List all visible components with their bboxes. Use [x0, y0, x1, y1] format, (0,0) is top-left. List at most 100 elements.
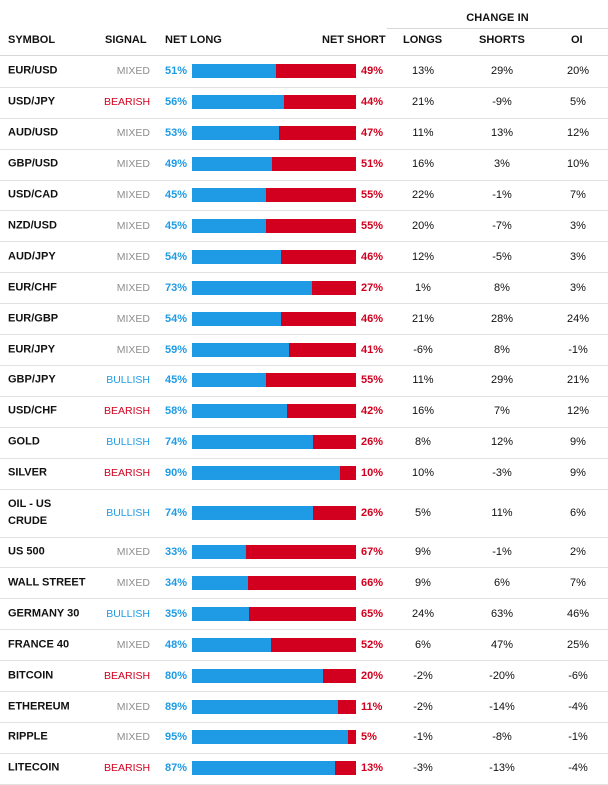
net-long-bar	[192, 95, 284, 110]
symbol-cell[interactable]: OIL - US CRUDE	[8, 497, 52, 527]
net-long-bar	[192, 761, 335, 776]
symbol-cell[interactable]: BITCOIN	[8, 669, 54, 682]
table-row[interactable]: EUR/GBP MIXED 54% 46% 21% 28% 24%	[0, 303, 608, 336]
symbol-cell[interactable]: EUR/USD	[8, 64, 58, 77]
net-long-value: 54%	[165, 312, 188, 325]
shorts-change: 8%	[494, 281, 510, 294]
longs-change: -3%	[413, 762, 433, 775]
longs-change: 5%	[415, 506, 431, 519]
signal-cell: MIXED	[116, 158, 150, 171]
table-row[interactable]: EUR/CHF MIXED 73% 27% 1% 8% 3%	[0, 272, 608, 305]
shorts-change: 28%	[490, 312, 514, 325]
symbol-cell[interactable]: GERMANY 30	[8, 607, 80, 620]
table-row[interactable]: SILVER BEARISH 90% 10% 10% -3% 9%	[0, 458, 608, 490]
table-row[interactable]: USD/CAD MIXED 45% 55% 22% -1% 7%	[0, 180, 608, 212]
symbol-cell[interactable]: EUR/GBP	[8, 312, 59, 325]
table-row[interactable]: ETHEREUM MIXED 89% 11% -2% -14% -4%	[0, 691, 608, 723]
longs-change: 11%	[412, 374, 434, 387]
table-row[interactable]: AUD/JPY MIXED 54% 46% 12% -5% 3%	[0, 241, 608, 274]
shorts-change: 29%	[490, 65, 514, 78]
net-short-value: 20%	[361, 669, 384, 682]
header-oi[interactable]: OI	[571, 34, 583, 46]
net-short-value: 52%	[361, 638, 384, 651]
net-long-value: 34%	[165, 576, 188, 589]
header-shorts[interactable]: SHORTS	[479, 34, 525, 46]
net-long-bar	[192, 505, 314, 520]
net-long-bar	[192, 157, 273, 172]
symbol-cell[interactable]: US 500	[8, 545, 45, 558]
symbol-cell[interactable]: SILVER	[8, 466, 47, 479]
longs-change: 16%	[411, 405, 435, 418]
shorts-change: 29%	[490, 374, 514, 387]
shorts-change: -3%	[492, 467, 512, 480]
shorts-change: 7%	[494, 405, 510, 418]
symbol-cell[interactable]: AUD/USD	[8, 126, 59, 139]
table-row[interactable]: GOLD BULLISH 74% 26% 8% 12% 9%	[0, 427, 608, 459]
table-row[interactable]: USD/CHF BEARISH 58% 42% 16% 7% 12%	[0, 396, 608, 428]
symbol-cell[interactable]: ETHEREUM	[8, 700, 70, 713]
table-row[interactable]: GERMANY 30 BULLISH 35% 65% 24% 63% 46%	[0, 598, 608, 631]
net-long-value: 45%	[165, 374, 188, 387]
net-short-bar	[246, 545, 356, 560]
oi-change: 6%	[570, 506, 586, 519]
table-row[interactable]: US 500 MIXED 33% 67% 9% -1% 2%	[0, 537, 608, 569]
symbol-cell[interactable]: USD/CHF	[8, 404, 57, 417]
net-short-bar	[265, 373, 356, 388]
oi-change: -4%	[568, 762, 588, 775]
table-row[interactable]: RIPPLE MIXED 95% 5% -1% -8% -1%	[0, 722, 608, 754]
table-row[interactable]: LITECOIN BEARISH 87% 13% -3% -13% -4%	[0, 753, 608, 785]
sentiment-bar	[192, 95, 356, 110]
table-row[interactable]: GBP/USD MIXED 49% 51% 16% 3% 10%	[0, 149, 608, 181]
symbol-cell[interactable]: USD/JPY	[8, 95, 56, 108]
net-short-bar	[247, 575, 356, 590]
symbol-cell[interactable]: AUD/JPY	[8, 250, 56, 263]
symbol-cell[interactable]: EUR/CHF	[8, 281, 57, 294]
net-long-value: 49%	[165, 158, 188, 171]
header-signal[interactable]: SIGNAL	[105, 34, 147, 46]
symbol-cell[interactable]: FRANCE 40	[8, 638, 70, 651]
oi-change: 3%	[570, 250, 586, 263]
net-short-value: 26%	[361, 506, 384, 519]
shorts-change: -9%	[492, 96, 512, 109]
symbol-cell[interactable]: LITECOIN	[8, 761, 60, 774]
symbol-cell[interactable]: GOLD	[8, 435, 40, 448]
symbol-cell[interactable]: WALL STREET	[8, 576, 86, 589]
header-longs[interactable]: LONGS	[403, 34, 443, 46]
net-long-bar	[192, 311, 281, 326]
header-net-short[interactable]: NET SHORT	[322, 34, 386, 46]
shorts-change: 11%	[491, 506, 513, 519]
table-row[interactable]: EUR/USD MIXED 51% 49% 13% 29% 20%	[0, 56, 608, 88]
net-short-bar	[283, 95, 356, 110]
sentiment-bar	[192, 761, 356, 776]
table-row[interactable]: FRANCE 40 MIXED 48% 52% 6% 47% 25%	[0, 629, 608, 662]
table-row[interactable]: BITCOIN BEARISH 80% 20% -2% -20% -6%	[0, 660, 608, 693]
net-short-bar	[337, 699, 356, 714]
sentiment-bar	[192, 637, 356, 652]
net-long-value: 53%	[165, 127, 188, 140]
table-row[interactable]: WALL STREET MIXED 34% 66% 9% 6% 7%	[0, 568, 608, 600]
table-row[interactable]: GBP/JPY BULLISH 45% 55% 11% 29% 21%	[0, 365, 608, 397]
net-short-value: 10%	[361, 467, 384, 480]
symbol-cell[interactable]: EUR/JPY	[8, 343, 56, 356]
longs-change: 9%	[415, 546, 431, 559]
table-row[interactable]: EUR/JPY MIXED 59% 41% -6% 8% -1%	[0, 334, 608, 366]
table-row[interactable]: AUD/USD MIXED 53% 47% 11% 13% 12%	[0, 118, 608, 150]
sentiment-bar	[192, 280, 356, 295]
net-short-bar	[334, 761, 356, 776]
table-row[interactable]: USD/JPY BEARISH 56% 44% 21% -9% 5%	[0, 87, 608, 119]
symbol-cell[interactable]: GBP/JPY	[8, 373, 56, 386]
symbol-cell[interactable]: RIPPLE	[8, 730, 48, 743]
header-symbol[interactable]: SYMBOL	[8, 34, 56, 46]
symbol-cell[interactable]: GBP/USD	[8, 157, 59, 170]
table-row[interactable]: OIL - US CRUDE BULLISH 74% 26% 5% 11% 6%	[0, 489, 608, 538]
header-net-long[interactable]: NET LONG	[165, 34, 222, 46]
net-short-value: 46%	[361, 250, 384, 263]
net-long-bar	[192, 637, 271, 652]
table-row[interactable]: NZD/USD MIXED 45% 55% 20% -7% 3%	[0, 211, 608, 243]
net-long-bar	[192, 126, 279, 141]
net-short-bar	[280, 249, 356, 264]
symbol-cell[interactable]: NZD/USD	[8, 219, 57, 232]
oi-change: 3%	[570, 219, 586, 232]
symbol-cell[interactable]: USD/CAD	[8, 188, 59, 201]
shorts-change: 3%	[494, 158, 510, 171]
